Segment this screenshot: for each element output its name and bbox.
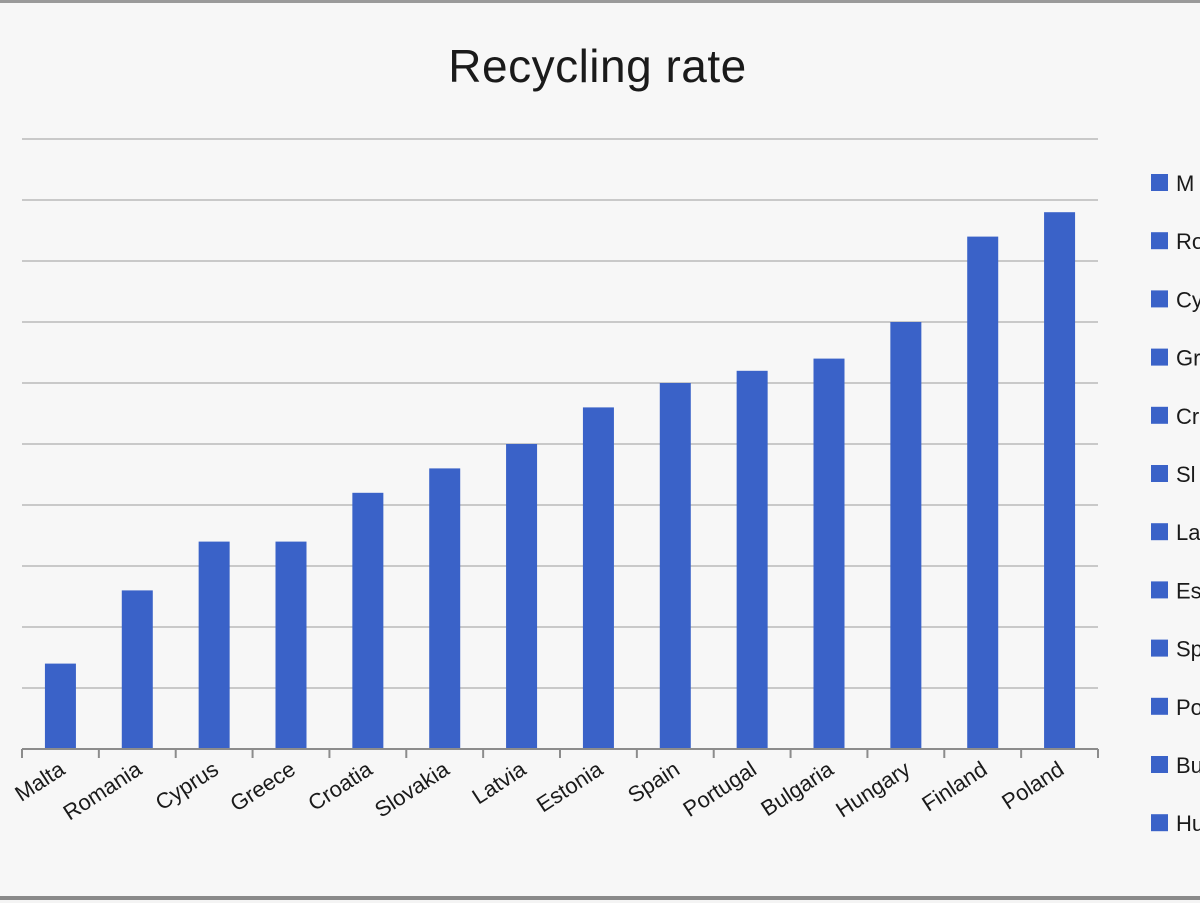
legend-label: Gr: [1176, 346, 1200, 371]
x-tick-label: Croatia: [303, 756, 377, 816]
x-tick-label: Hungary: [831, 756, 914, 822]
x-tick-label: Greece: [226, 756, 300, 816]
bars: [44, 212, 1076, 750]
legend-label: Sp: [1176, 637, 1200, 662]
x-tick-label: Romania: [59, 756, 147, 825]
x-tick-label: Finland: [917, 756, 991, 816]
x-axis: [21, 748, 1099, 758]
legend-swatch: [1151, 814, 1168, 832]
legend-item: Hu: [1151, 811, 1200, 836]
legend-swatch: [1151, 697, 1168, 715]
x-tick-label: Latvia: [467, 756, 530, 809]
legend-item: Cr: [1151, 404, 1199, 429]
bar-latvia: [506, 444, 538, 749]
x-tick-label: Spain: [623, 756, 684, 808]
legend-swatch: [1151, 232, 1168, 250]
bar-romania: [121, 590, 153, 749]
bar-poland: [1044, 212, 1076, 749]
legend-item: Sp: [1151, 637, 1200, 662]
chart-title: Recycling rate: [448, 40, 747, 92]
legend-label: Cr: [1176, 404, 1199, 429]
bar-cyprus: [198, 541, 230, 749]
legend-label: Hu: [1176, 811, 1200, 836]
legend-swatch: [1151, 348, 1168, 366]
legend-swatch: [1151, 639, 1168, 657]
legend-label: La: [1176, 520, 1200, 545]
bar-finland: [967, 236, 999, 750]
legend-label: Es: [1176, 578, 1200, 603]
bar-estonia: [582, 407, 614, 749]
legend-item: Gr: [1151, 346, 1200, 371]
legend-item: Es: [1151, 578, 1200, 603]
legend-swatch: [1151, 290, 1168, 308]
legend-swatch: [1151, 523, 1168, 541]
legend-label: Po: [1176, 695, 1200, 720]
legend-label: M: [1176, 171, 1194, 196]
legend-swatch: [1151, 465, 1168, 482]
bar-portugal: [736, 370, 768, 749]
bar-croatia: [352, 492, 384, 749]
x-tick-label: Cyprus: [151, 756, 223, 815]
x-tick-label: Poland: [997, 756, 1068, 814]
legend-label: Ro: [1176, 229, 1200, 254]
legend-item: Sl: [1151, 462, 1196, 487]
legend: M Ro Cy Gr Cr Sl La Es Sp Po Bu Hu: [1151, 171, 1200, 836]
legend-label: Bu: [1176, 753, 1200, 778]
legend-label: Cy: [1176, 287, 1200, 312]
legend-swatch: [1151, 581, 1168, 599]
x-tick-label: Bulgaria: [756, 756, 838, 821]
legend-swatch: [1151, 756, 1168, 773]
legend-swatch: [1151, 174, 1168, 191]
bar-spain: [659, 383, 691, 749]
legend-item: M: [1151, 171, 1194, 196]
x-tick-label: Malta: [10, 756, 69, 807]
legend-swatch: [1151, 406, 1168, 424]
x-tick-label: Slovakia: [370, 756, 454, 823]
x-tick-label: Portugal: [679, 756, 761, 822]
legend-item: La: [1151, 520, 1200, 545]
gridlines: [22, 138, 1098, 689]
bar-greece: [275, 541, 307, 749]
legend-item: Po: [1151, 695, 1200, 720]
legend-item: Ro: [1151, 229, 1200, 254]
x-tick-label: Estonia: [532, 756, 608, 817]
bar-hungary: [890, 322, 922, 749]
legend-label: Sl: [1176, 462, 1196, 487]
bar-bulgaria: [813, 358, 845, 749]
bar-slovakia: [429, 468, 461, 749]
legend-item: Bu: [1151, 753, 1200, 778]
bar-malta: [44, 663, 76, 749]
legend-item: Cy: [1151, 287, 1200, 312]
